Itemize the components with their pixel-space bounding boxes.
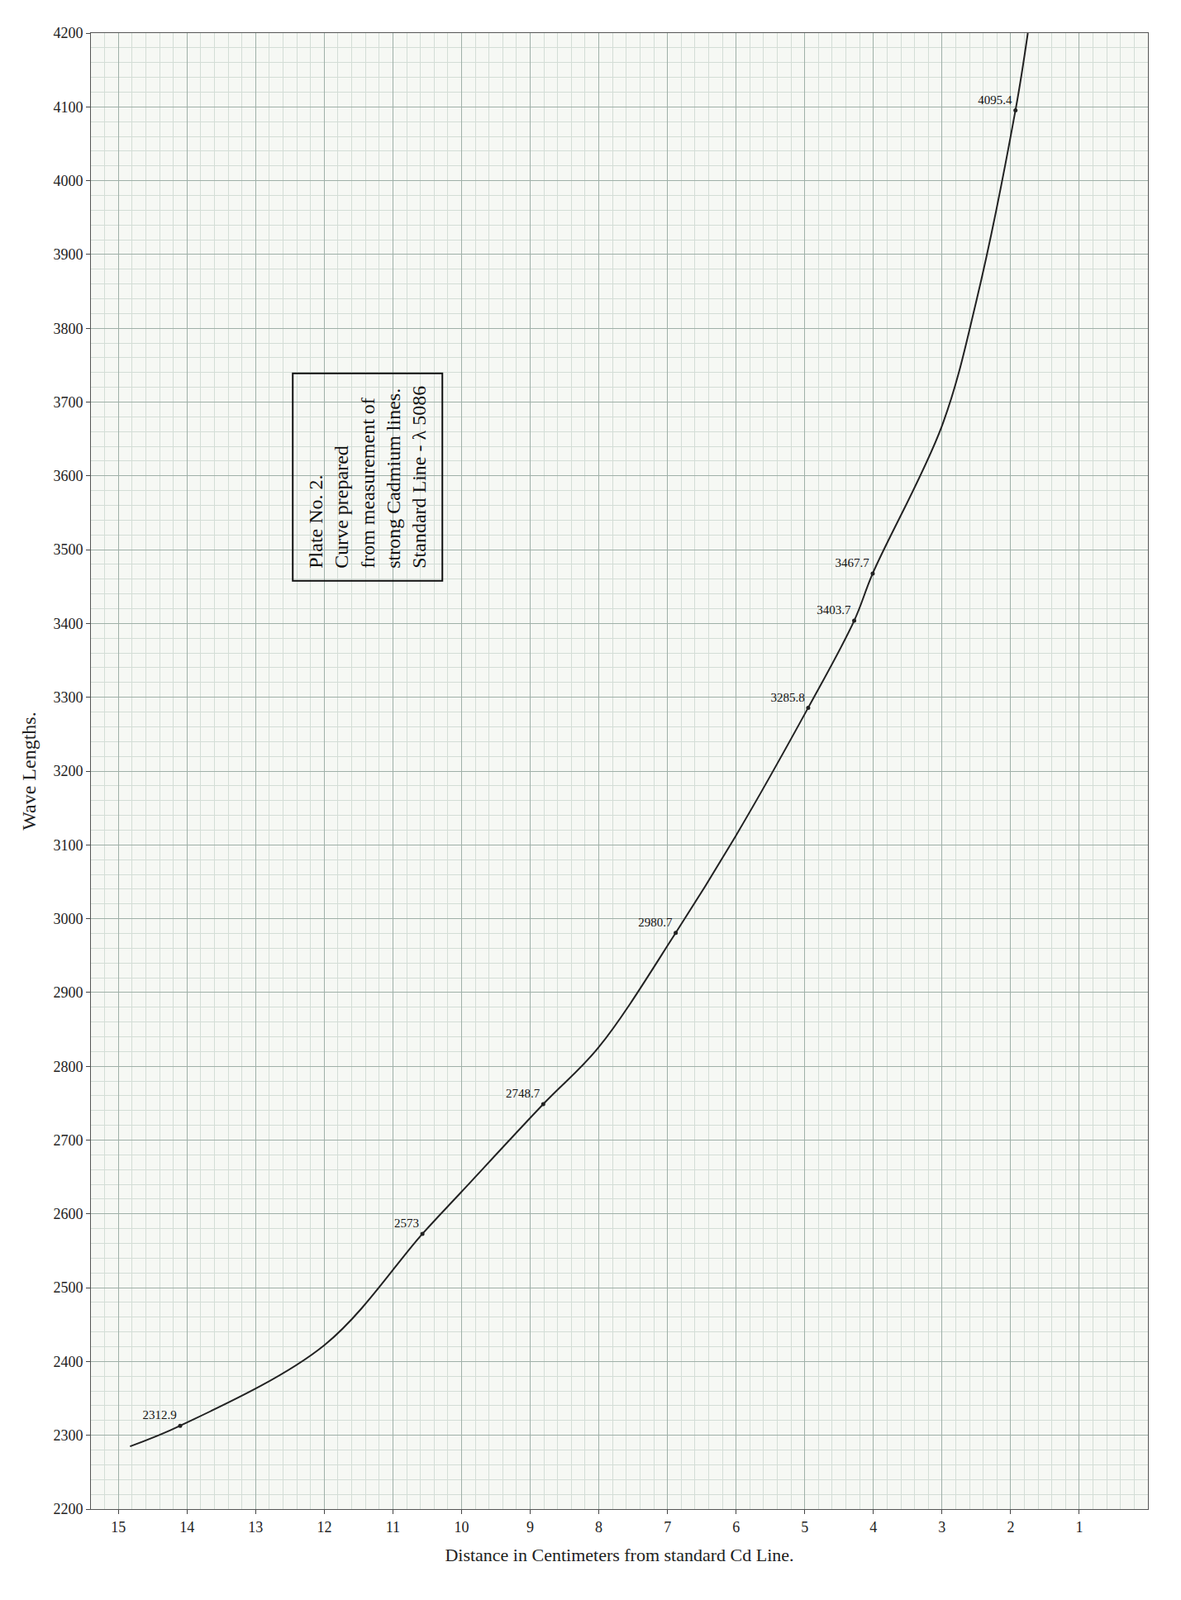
svg-text:3300: 3300 — [52, 689, 83, 706]
svg-text:2400: 2400 — [52, 1353, 83, 1371]
svg-text:3200: 3200 — [52, 762, 83, 780]
svg-text:14: 14 — [179, 1519, 195, 1536]
svg-text:2: 2 — [1006, 1519, 1015, 1536]
svg-text:4100: 4100 — [52, 99, 83, 116]
svg-text:3400: 3400 — [52, 615, 83, 633]
svg-text:12: 12 — [316, 1519, 332, 1536]
svg-text:3403.7: 3403.7 — [816, 603, 852, 617]
svg-text:2200: 2200 — [52, 1500, 83, 1518]
svg-text:2700: 2700 — [52, 1132, 83, 1149]
svg-text:2748.7: 2748.7 — [505, 1086, 541, 1101]
svg-text:15: 15 — [110, 1519, 126, 1536]
svg-text:3700: 3700 — [52, 394, 83, 411]
svg-text:2312.9: 2312.9 — [142, 1408, 177, 1422]
svg-text:3100: 3100 — [52, 837, 83, 854]
svg-text:2573: 2573 — [394, 1216, 420, 1230]
svg-text:3: 3 — [938, 1519, 946, 1536]
svg-text:3000: 3000 — [52, 910, 83, 928]
svg-text:11: 11 — [385, 1519, 401, 1536]
svg-text:2800: 2800 — [52, 1058, 83, 1076]
svg-text:4095.4: 4095.4 — [977, 93, 1013, 107]
svg-text:Plate No. 2.Curve preparedfrom: Plate No. 2.Curve preparedfrom measureme… — [304, 385, 430, 569]
svg-text:3900: 3900 — [52, 246, 83, 263]
svg-text:2600: 2600 — [52, 1205, 83, 1223]
svg-text:3600: 3600 — [52, 467, 83, 485]
svg-text:10: 10 — [453, 1519, 469, 1536]
svg-text:7: 7 — [663, 1519, 672, 1536]
svg-text:2500: 2500 — [52, 1279, 83, 1296]
svg-text:1: 1 — [1075, 1519, 1083, 1536]
svg-text:4: 4 — [869, 1519, 877, 1536]
svg-text:8: 8 — [595, 1519, 603, 1536]
svg-text:Distance in Centimeters from s: Distance in Centimeters from standard Cd… — [444, 1544, 794, 1566]
svg-text:5: 5 — [800, 1519, 809, 1536]
svg-text:Wave Lengths.: Wave Lengths. — [18, 711, 40, 830]
svg-text:6: 6 — [732, 1519, 740, 1536]
svg-text:2300: 2300 — [52, 1427, 83, 1444]
svg-text:4000: 4000 — [52, 172, 83, 190]
svg-text:13: 13 — [247, 1519, 263, 1536]
svg-text:3500: 3500 — [52, 541, 83, 558]
svg-text:9: 9 — [526, 1519, 534, 1536]
svg-text:3467.7: 3467.7 — [835, 556, 871, 570]
svg-text:3285.8: 3285.8 — [771, 690, 805, 705]
svg-text:4200: 4200 — [52, 24, 83, 42]
svg-text:2900: 2900 — [52, 984, 83, 1001]
svg-text:2980.7: 2980.7 — [638, 915, 673, 929]
svg-text:3800: 3800 — [52, 320, 83, 338]
